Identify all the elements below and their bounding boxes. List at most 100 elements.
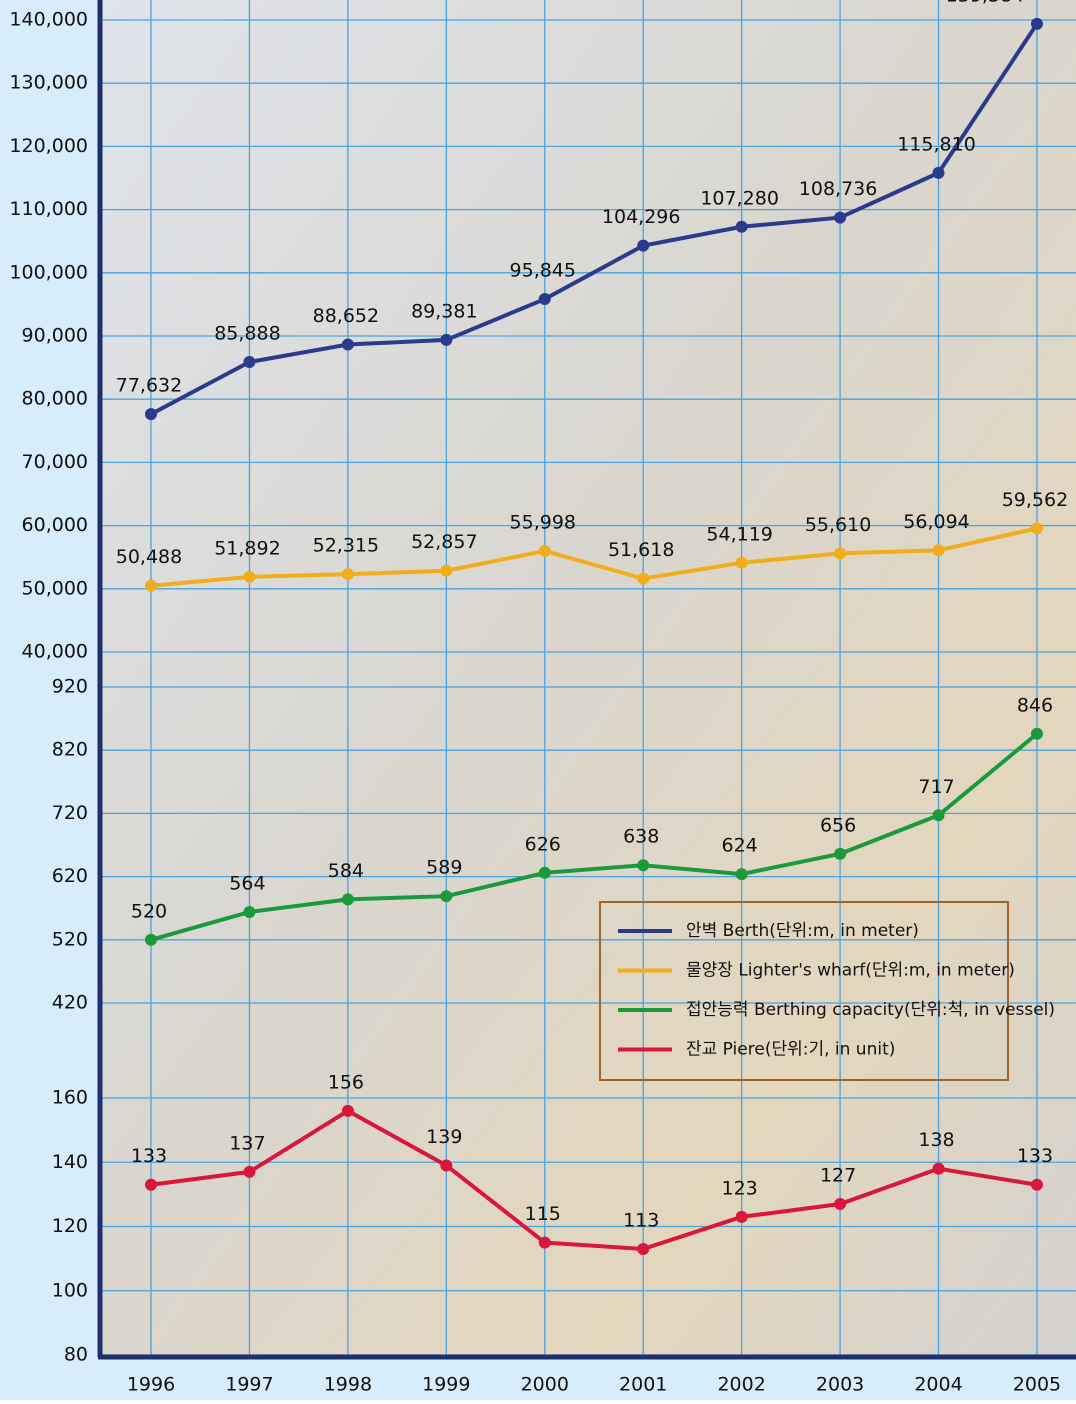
x-tick-label: 2002 [717, 1374, 765, 1396]
y-tick-label: 160 [52, 1087, 88, 1109]
y-tick-label: 140,000 [9, 9, 88, 31]
data-point [735, 556, 748, 569]
data-label: 50,488 [116, 546, 182, 568]
data-point [440, 890, 453, 903]
data-label: 52,315 [313, 535, 379, 557]
data-point [1030, 522, 1043, 535]
data-point [932, 544, 945, 557]
data-point [834, 1198, 847, 1211]
data-point [145, 579, 157, 592]
data-point [932, 166, 945, 179]
x-tick-label: 2003 [816, 1374, 864, 1396]
data-label: 115,810 [897, 133, 976, 155]
data-point [243, 570, 256, 583]
data-label: 624 [722, 835, 758, 857]
y-tick-label: 50,000 [22, 577, 88, 599]
data-point [341, 893, 354, 906]
data-label: 638 [623, 826, 659, 848]
x-tick-label: 2001 [619, 1374, 667, 1396]
x-tick-label: 1996 [127, 1374, 175, 1396]
data-label: 85,888 [214, 322, 280, 344]
data-point [932, 1162, 945, 1175]
data-label: 95,845 [510, 260, 576, 282]
data-label: 846 [1017, 694, 1053, 716]
series-line [150, 732, 1039, 942]
legend-label: 잔교 Piere(단위:기, in unit) [686, 1040, 895, 1060]
data-label: 51,618 [608, 539, 674, 561]
x-tick-label: 1998 [324, 1374, 372, 1396]
data-point [341, 338, 354, 351]
y-tick-label: 720 [52, 802, 88, 824]
data-label: 626 [525, 833, 561, 855]
y-tick-label: 80 [64, 1344, 88, 1366]
data-point [538, 1236, 551, 1249]
data-label: 115 [525, 1203, 561, 1225]
data-label: 564 [229, 872, 265, 894]
data-label: 717 [918, 776, 954, 798]
y-tick-label: 100 [52, 1279, 88, 1301]
data-point [538, 293, 551, 306]
y-tick-label: 620 [52, 865, 88, 887]
data-point [735, 1210, 748, 1223]
data-point [243, 1165, 256, 1178]
plot-area [100, 0, 1076, 1355]
data-point [145, 1178, 157, 1191]
legend-label: 안벽 Berth(단위:m, in meter) [686, 921, 919, 941]
x-tick-label: 1999 [422, 1374, 470, 1396]
data-label: 77,632 [116, 375, 182, 397]
data-point [1030, 17, 1043, 30]
data-label: 123 [722, 1177, 758, 1199]
data-point [637, 239, 650, 252]
data-point [637, 1242, 650, 1255]
y-tick-label: 420 [52, 992, 88, 1014]
y-tick-label: 120,000 [9, 135, 88, 157]
y-tick-label: 820 [52, 739, 88, 761]
data-label: 88,652 [313, 305, 379, 327]
data-point [440, 564, 453, 577]
series-line [150, 526, 1038, 588]
data-label: 52,857 [411, 531, 477, 553]
data-label: 89,381 [411, 300, 477, 322]
data-label: 54,119 [706, 523, 772, 545]
data-point [1030, 1178, 1043, 1191]
data-label: 108,736 [799, 178, 878, 200]
x-tick-label: 1997 [225, 1374, 273, 1396]
data-label: 584 [328, 860, 364, 882]
data-point [637, 859, 650, 872]
data-point [145, 933, 157, 946]
y-tick-label: 920 [52, 676, 88, 698]
data-label: 56,094 [903, 511, 969, 533]
x-tick-label: 2005 [1013, 1374, 1061, 1396]
data-point [341, 1104, 354, 1117]
y-tick-label: 140 [52, 1151, 88, 1173]
x-tick-label: 2004 [914, 1374, 962, 1396]
y-tick-label: 100,000 [9, 261, 88, 283]
y-tick-label: 130,000 [9, 72, 88, 94]
data-label: 104,296 [602, 206, 681, 228]
data-point [440, 333, 453, 346]
data-label: 520 [131, 900, 167, 922]
data-point [932, 809, 945, 822]
data-label: 138 [918, 1129, 954, 1151]
series-line [150, 22, 1039, 416]
data-label: 55,998 [510, 511, 576, 533]
legend-label: 접안능력 Berthing capacity(단위:척, in vessel) [686, 1000, 1055, 1020]
data-label: 137 [229, 1132, 265, 1154]
y-tick-label: 70,000 [22, 451, 88, 473]
data-label: 51,892 [214, 537, 280, 559]
data-label: 156 [328, 1071, 364, 1093]
data-point [735, 220, 748, 233]
data-point [834, 547, 847, 560]
data-label: 133 [1017, 1145, 1053, 1167]
data-label: 59,562 [1002, 489, 1068, 511]
y-tick-label: 520 [52, 928, 88, 950]
data-label: 127 [820, 1165, 856, 1187]
data-point [637, 572, 650, 585]
data-label: 139,384 [946, 0, 1025, 6]
data-label: 656 [820, 814, 856, 836]
y-tick-label: 110,000 [9, 198, 88, 220]
data-point [243, 355, 256, 368]
data-point [538, 866, 551, 879]
data-point [834, 847, 847, 860]
